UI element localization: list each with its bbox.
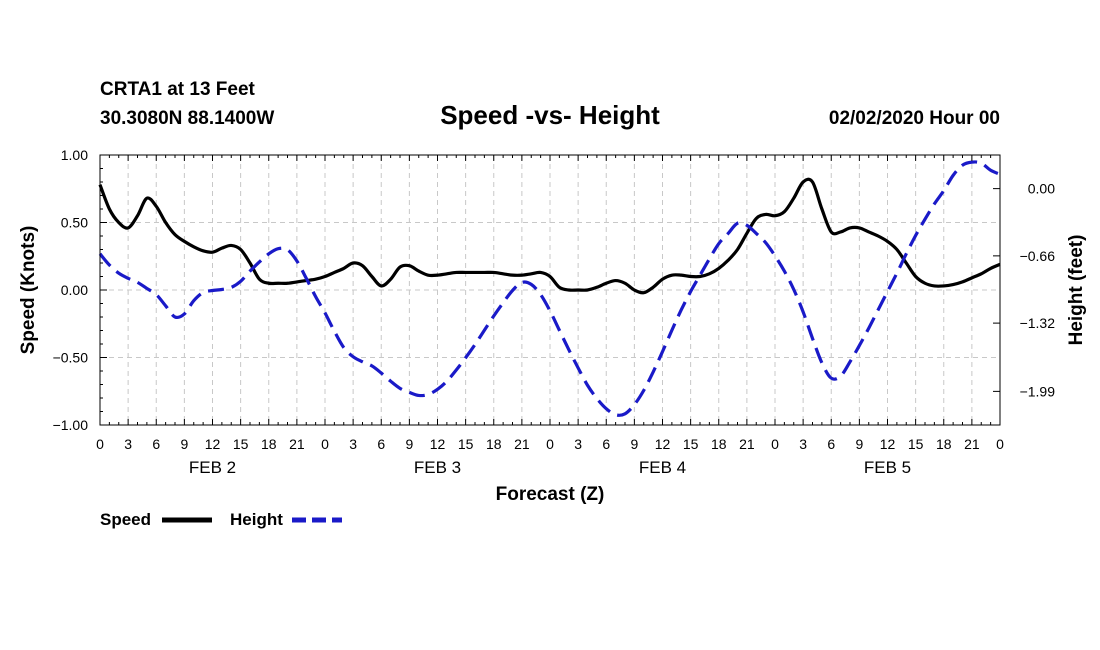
speed-series-line <box>98 177 1001 295</box>
x-tick-label: 15 <box>458 436 474 452</box>
legend-height-label: Height <box>230 510 283 529</box>
x-tick-label: 3 <box>349 436 357 452</box>
x-tick-label: 21 <box>739 436 755 452</box>
height-series-line <box>98 160 1001 417</box>
x-axis-label: Forecast (Z) <box>496 484 605 505</box>
x-tick-label: 12 <box>880 436 896 452</box>
x-tick-label: 9 <box>180 436 188 452</box>
x-tick-label: 9 <box>855 436 863 452</box>
x-tick-label: 18 <box>711 436 727 452</box>
x-tick-label: 3 <box>799 436 807 452</box>
x-tick-label: 18 <box>261 436 277 452</box>
station-coords: 30.3080N 88.1400W <box>100 108 274 129</box>
x-tick-label: 12 <box>205 436 221 452</box>
x-tick-label: 0 <box>996 436 1004 452</box>
legend-speed-label: Speed <box>100 510 151 529</box>
legend: Speed Height <box>100 510 342 529</box>
x-tick-label: 15 <box>233 436 249 452</box>
x-tick-labels: 0 3 6 9 12 15 18 21 0 3 6 9 12 15 18 21 0 3 6 9 12 15 18 21 0 3 6 9… <box>96 436 1004 452</box>
x-tick-label: 0 <box>321 436 329 452</box>
series-layer <box>98 160 1001 417</box>
x-tick-label: 6 <box>602 436 610 452</box>
chart-title: Speed -vs- Height <box>440 100 660 130</box>
day-labels: FEB 2 FEB 3 FEB 4 FEB 5 <box>189 458 911 477</box>
x-tick-label: 0 <box>546 436 554 452</box>
y2-tick-labels: 0.00 −0.66 −1.32 −1.99 <box>1020 181 1056 400</box>
x-tick-label: 12 <box>655 436 671 452</box>
x-tick-label: 15 <box>683 436 699 452</box>
x-tick-label: 6 <box>827 436 835 452</box>
x-tick-label: 9 <box>630 436 638 452</box>
y-tick-label: −1.00 <box>53 417 89 433</box>
y2-axis-label: Height (feet) <box>1066 235 1087 346</box>
x-tick-label: 6 <box>377 436 385 452</box>
x-tick-label: 0 <box>771 436 779 452</box>
station-title: CRTA1 at 13 Feet <box>100 79 256 100</box>
x-tick-label: 18 <box>936 436 952 452</box>
y-tick-label: 0.50 <box>61 215 88 231</box>
x-tick-label: 21 <box>289 436 305 452</box>
x-tick-label: 21 <box>514 436 530 452</box>
y2-tick-label: −1.32 <box>1020 315 1056 331</box>
y-tick-label: 1.00 <box>61 147 88 163</box>
y-tick-labels: 1.00 0.50 0.00 −0.50 −1.00 <box>53 147 89 433</box>
y2-tick-label: −0.66 <box>1020 248 1056 264</box>
grid <box>100 155 1000 425</box>
day-label: FEB 4 <box>639 458 686 477</box>
x-tick-label: 12 <box>430 436 446 452</box>
y-tick-label: 0.00 <box>61 282 88 298</box>
x-tick-label: 3 <box>574 436 582 452</box>
x-tick-label: 15 <box>908 436 924 452</box>
x-tick-label: 0 <box>96 436 104 452</box>
x-tick-label: 3 <box>124 436 132 452</box>
y2-tick-label: −1.99 <box>1020 383 1056 399</box>
x-tick-label: 21 <box>964 436 980 452</box>
day-label: FEB 2 <box>189 458 236 477</box>
y2-tick-label: 0.00 <box>1028 181 1055 197</box>
x-tick-label: 18 <box>486 436 502 452</box>
y-axis-label: Speed (Knots) <box>18 226 39 355</box>
tick-marks <box>99 154 1001 426</box>
day-label: FEB 5 <box>864 458 911 477</box>
x-tick-label: 9 <box>405 436 413 452</box>
y-tick-label: −0.50 <box>53 350 89 366</box>
day-label: FEB 3 <box>414 458 461 477</box>
x-tick-label: 6 <box>152 436 160 452</box>
run-datetime: 02/02/2020 Hour 00 <box>829 108 1000 129</box>
